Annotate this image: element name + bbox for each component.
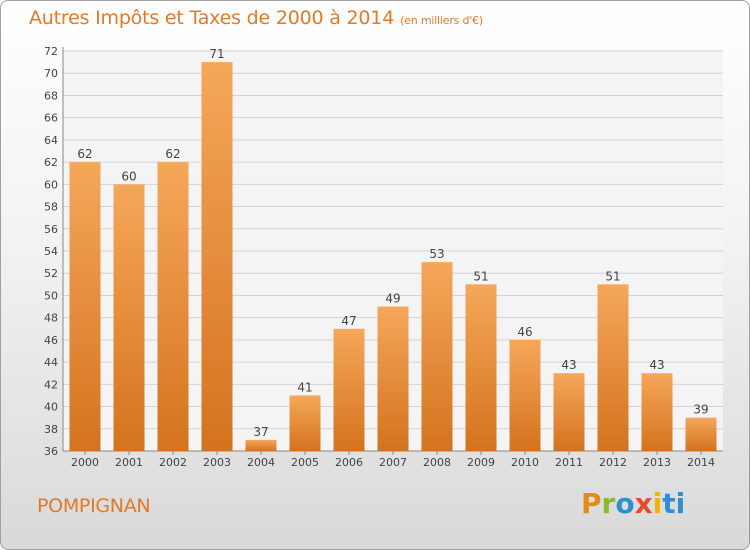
logo-letter: P [581, 487, 602, 520]
y-tick-label: 56 [44, 223, 58, 236]
bar [641, 373, 673, 451]
bar-value-label: 41 [297, 380, 312, 394]
bar [597, 284, 629, 451]
bar [201, 62, 233, 451]
bar [333, 328, 365, 451]
bar-value-label: 49 [385, 292, 400, 306]
bar [421, 262, 453, 451]
bar-value-label: 46 [517, 325, 532, 339]
x-tick-label: 2002 [159, 456, 187, 469]
y-tick-label: 68 [44, 89, 58, 102]
x-tick-label: 2013 [643, 456, 671, 469]
x-tick-label: 2014 [687, 456, 715, 469]
y-tick-label: 60 [44, 178, 58, 191]
bar [69, 162, 101, 451]
bar-value-label: 60 [121, 169, 136, 183]
bar-value-label: 53 [429, 247, 444, 261]
logo-letter: ti [662, 487, 686, 520]
bar [113, 184, 145, 452]
logo-letter: i [652, 487, 663, 520]
y-tick-label: 36 [44, 445, 58, 458]
y-tick-label: 66 [44, 112, 58, 125]
y-tick-label: 64 [44, 134, 58, 147]
y-tick-label: 50 [44, 289, 58, 302]
x-tick-label: 2012 [599, 456, 627, 469]
city-name: POMPIGNAN [37, 495, 151, 517]
y-tick-label: 52 [44, 267, 58, 280]
y-tick-label: 58 [44, 201, 58, 214]
bar [509, 339, 541, 451]
bar [289, 395, 321, 451]
bar-value-label: 62 [77, 147, 92, 161]
y-tick-label: 44 [44, 356, 58, 369]
x-tick-label: 2010 [511, 456, 539, 469]
bar [553, 373, 585, 451]
x-tick-label: 2000 [71, 456, 99, 469]
bar [245, 439, 277, 451]
y-tick-label: 70 [44, 67, 58, 80]
bar-value-label: 51 [473, 269, 488, 283]
x-tick-label: 2004 [247, 456, 275, 469]
y-tick-label: 48 [44, 312, 58, 325]
bar [465, 284, 497, 451]
bar-value-label: 43 [561, 358, 576, 372]
y-tick-label: 42 [44, 378, 58, 391]
logo-letter: r [601, 487, 616, 520]
bar-value-label: 37 [253, 425, 268, 439]
bar [685, 417, 717, 451]
proxiti-logo: Proxiti [581, 487, 685, 520]
logo-letter: x [634, 487, 653, 520]
bar [157, 162, 189, 451]
logo-letter: o [615, 487, 635, 520]
y-tick-label: 54 [44, 245, 58, 258]
x-tick-label: 2005 [291, 456, 319, 469]
bar-value-label: 51 [605, 269, 620, 283]
bar-value-label: 43 [649, 358, 664, 372]
x-tick-label: 2011 [555, 456, 583, 469]
y-tick-label: 62 [44, 156, 58, 169]
x-tick-label: 2001 [115, 456, 143, 469]
chart-title: Autres Impôts et Taxes de 2000 à 2014 (en… [29, 7, 483, 29]
y-tick-label: 46 [44, 334, 58, 347]
x-tick-label: 2008 [423, 456, 451, 469]
bar-value-label: 47 [341, 314, 356, 328]
x-tick-label: 2009 [467, 456, 495, 469]
chart-title-text: Autres Impôts et Taxes de 2000 à 2014 [29, 7, 395, 29]
y-tick-label: 40 [44, 401, 58, 414]
x-tick-label: 2007 [379, 456, 407, 469]
bar-value-label: 39 [693, 403, 708, 417]
bar-value-label: 71 [209, 47, 224, 61]
y-tick-label: 38 [44, 423, 58, 436]
x-tick-label: 2003 [203, 456, 231, 469]
bar-value-label: 62 [165, 147, 180, 161]
y-tick-label: 72 [44, 45, 58, 58]
chart-unit: (en milliers d'€) [400, 14, 483, 27]
bar [377, 306, 409, 451]
x-tick-label: 2006 [335, 456, 363, 469]
